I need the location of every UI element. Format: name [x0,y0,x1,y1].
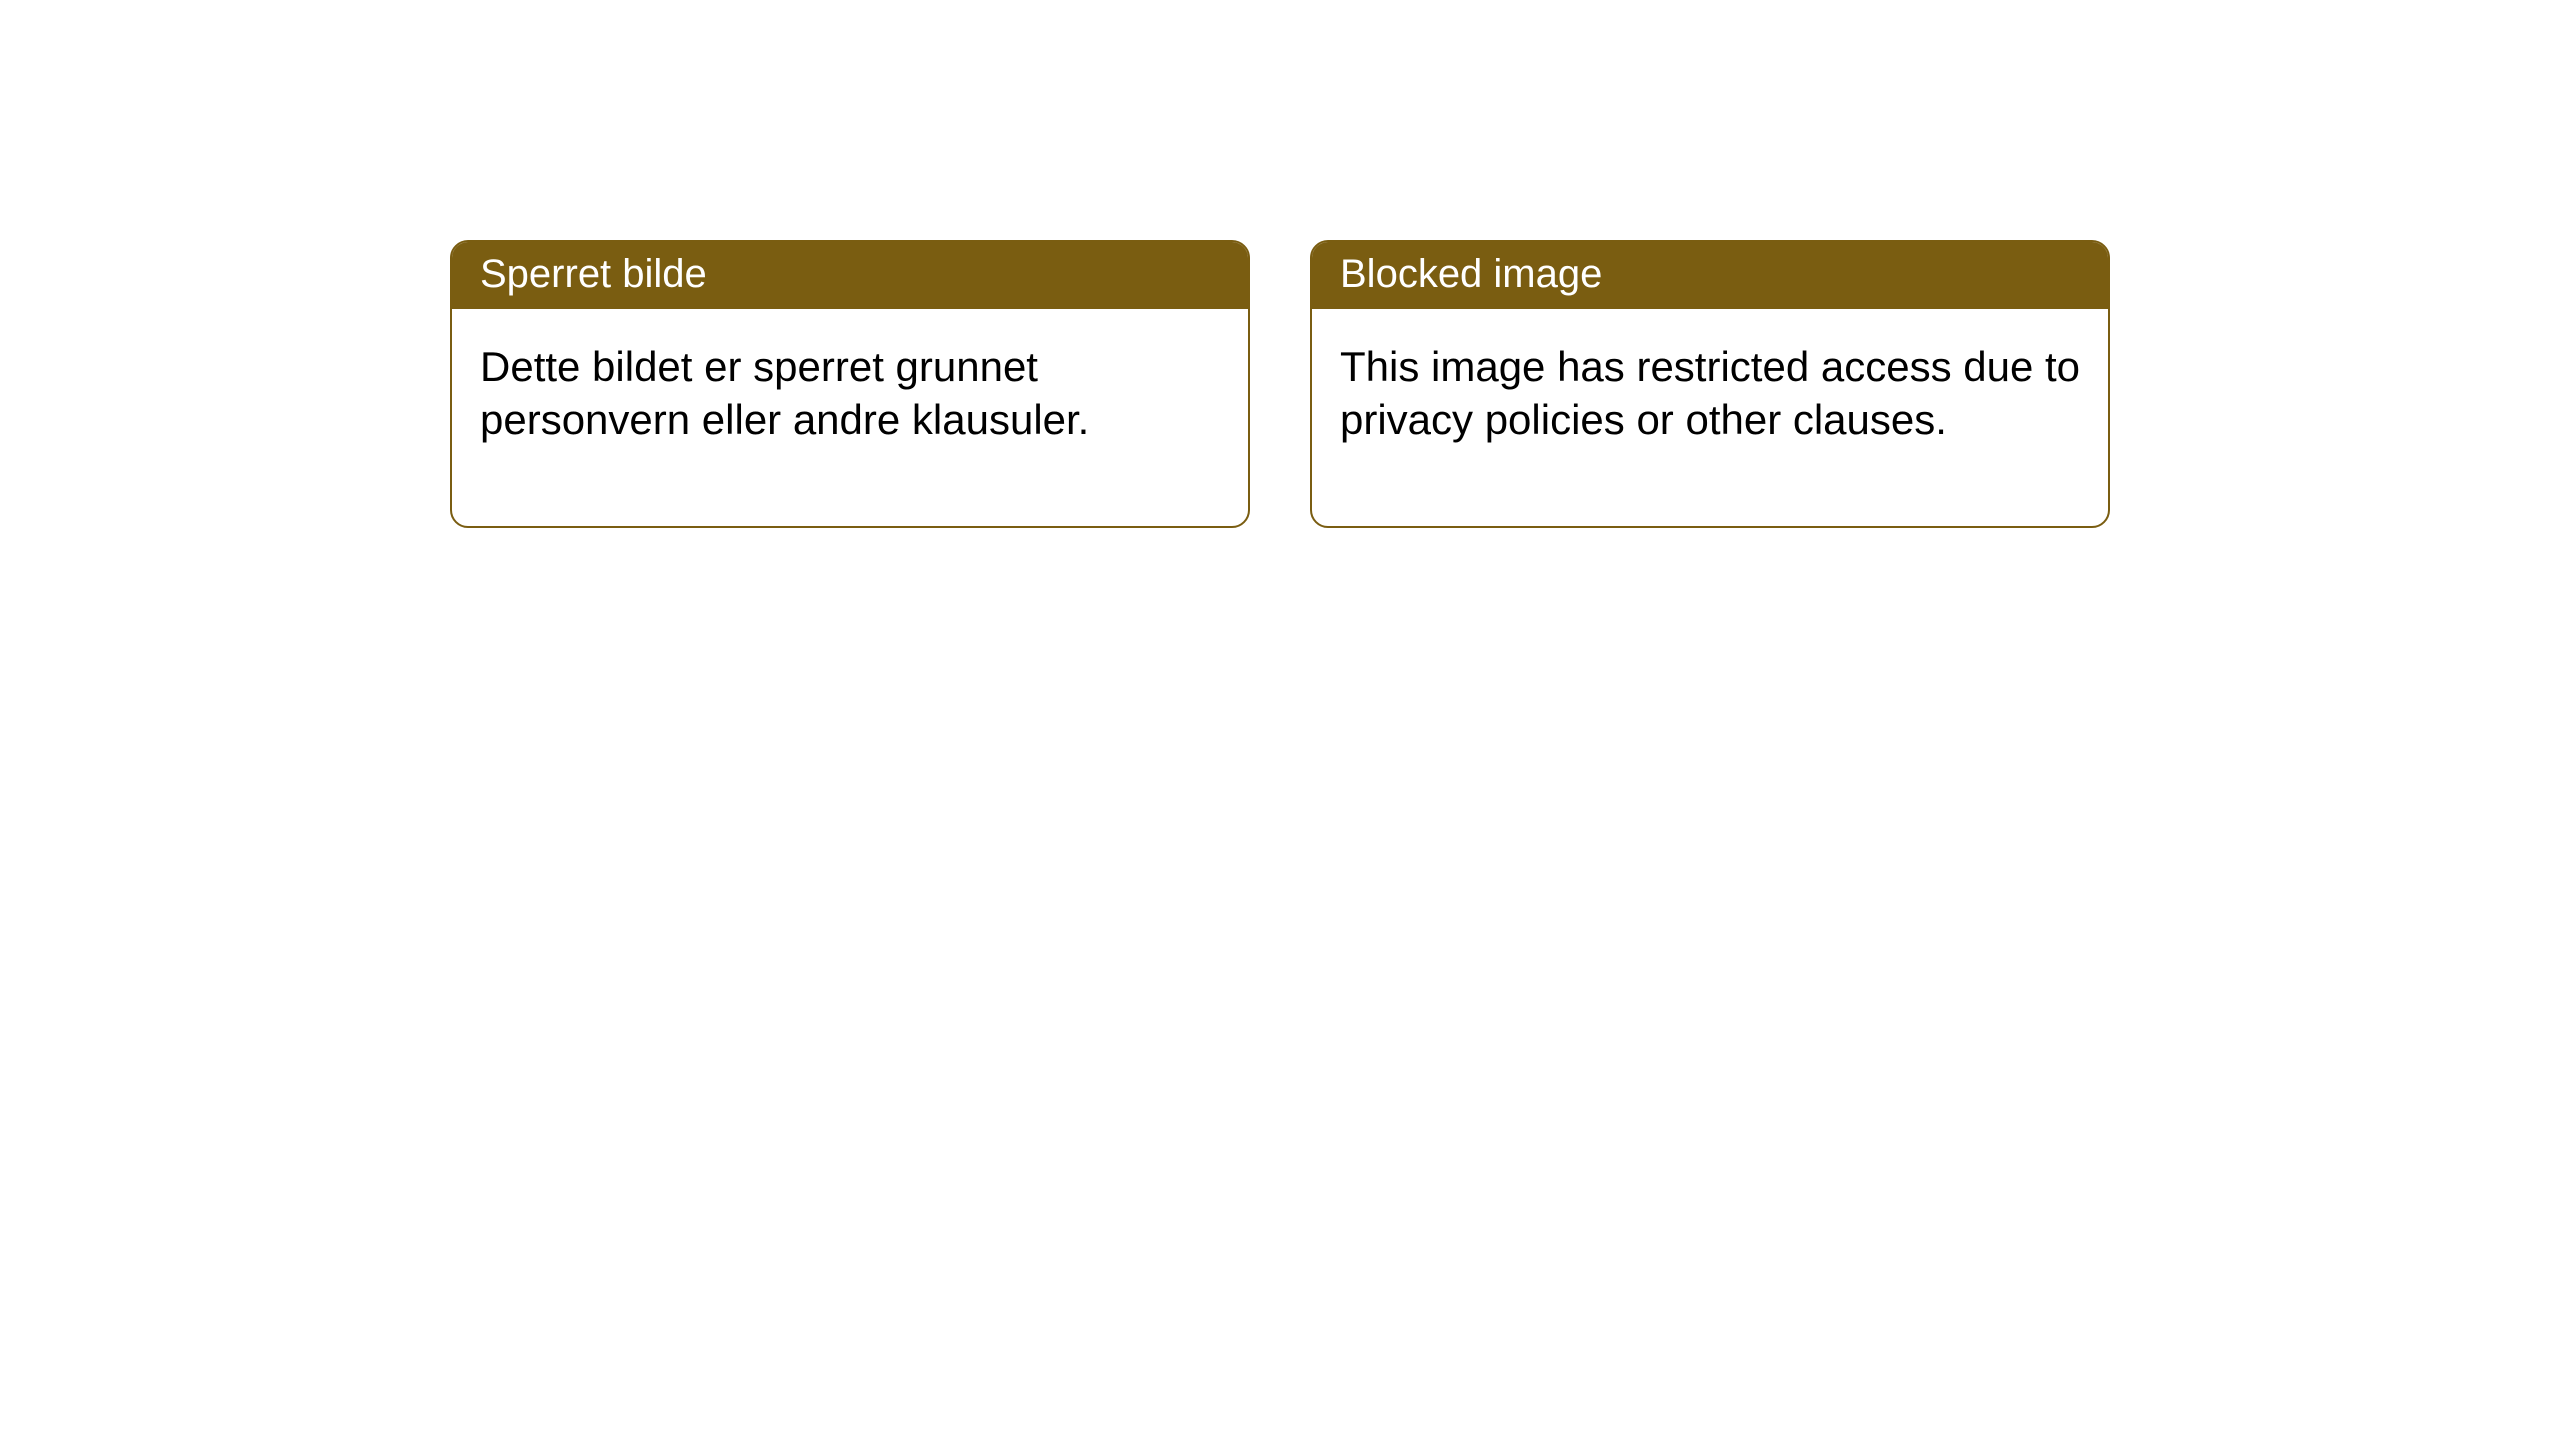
notice-cards-container: Sperret bilde Dette bildet er sperret gr… [0,0,2560,528]
card-title: Sperret bilde [480,252,707,296]
card-body-text: Dette bildet er sperret grunnet personve… [480,343,1089,443]
blocked-image-card-en: Blocked image This image has restricted … [1310,240,2110,528]
card-header: Blocked image [1312,242,2108,309]
card-title: Blocked image [1340,252,1602,296]
card-body: This image has restricted access due to … [1312,309,2108,526]
card-header: Sperret bilde [452,242,1248,309]
card-body: Dette bildet er sperret grunnet personve… [452,309,1248,526]
blocked-image-card-no: Sperret bilde Dette bildet er sperret gr… [450,240,1250,528]
card-body-text: This image has restricted access due to … [1340,343,2080,443]
